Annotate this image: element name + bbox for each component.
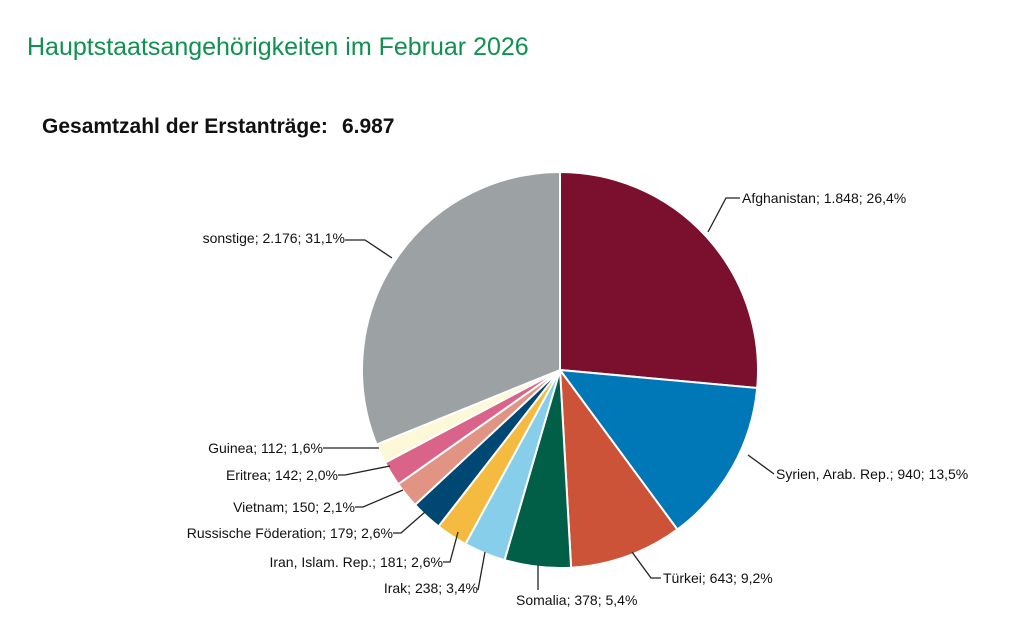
leader-line [355,489,404,508]
total-applications: Gesamtzahl der Erstanträge: 6.987 [42,115,395,139]
slice-label: Guinea; 112; 1,6% [208,440,323,456]
leader-line [393,511,426,534]
slice-label: Russische Föderation; 179; 2,6% [187,525,393,541]
slice-label: Iran, Islam. Rep.; 181; 2,6% [269,554,443,570]
slice-label: Türkei; 643; 9,2% [663,570,773,586]
leader-line [477,551,486,591]
pie-slice-sonstige [361,170,561,446]
slice-label: Irak; 238; 3,4% [384,580,478,596]
slice-label: Somalia; 378; 5,4% [516,592,637,608]
leader-line [631,551,661,579]
slice-label: Afghanistan; 1.848; 26,4% [742,190,906,206]
leader-line [345,239,393,259]
pie-slice-syrien-arab-rep- [557,368,759,531]
leader-line [443,531,459,563]
total-value: 6.987 [341,115,395,138]
slice-label: Vietnam; 150; 2,1% [233,499,355,515]
slice-label: Eritrea; 142; 2,0% [226,467,338,483]
pie-slice-türkei [558,366,679,569]
leader-line [707,197,740,233]
slice-label: sonstige; 2.176; 31,1% [203,230,345,246]
total-label: Gesamtzahl der Erstanträge: [42,115,328,138]
slice-label: Syrien, Arab. Rep.; 940; 13,5% [776,466,968,482]
leader-line [338,465,391,476]
chart-title: Hauptstaatsangehörigkeiten im Februar 20… [27,33,529,61]
leader-line [747,454,775,475]
pie-slice-afghanistan [559,170,759,390]
